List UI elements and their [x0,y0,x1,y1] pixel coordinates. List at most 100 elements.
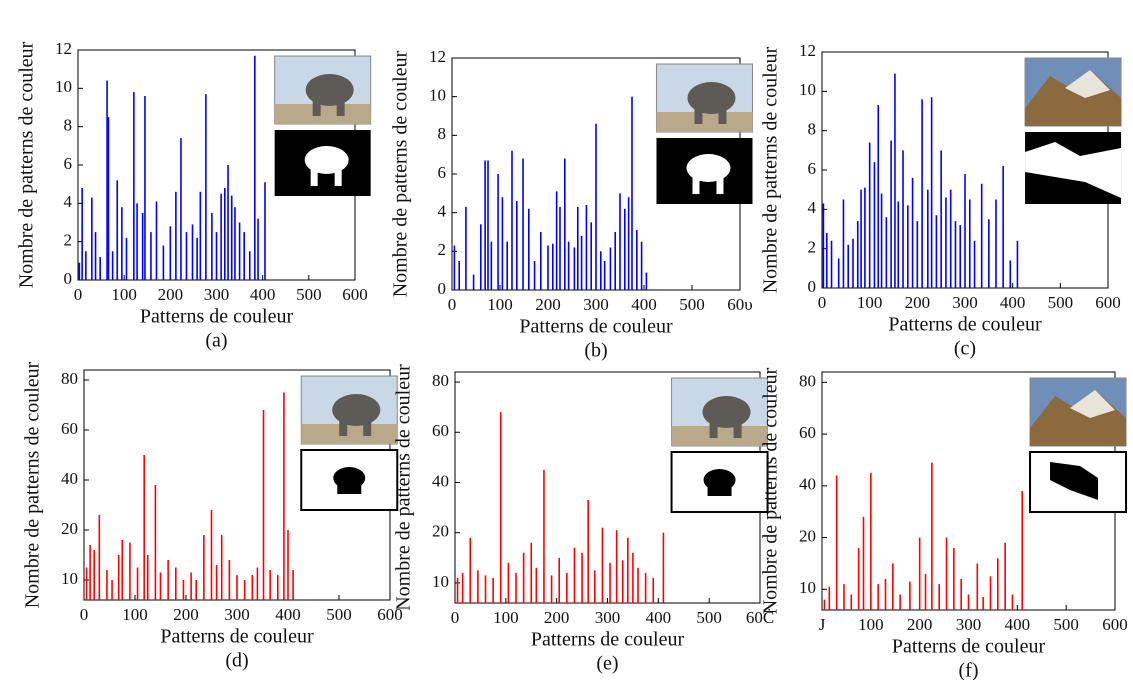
y-tick-label: 80 [432,371,449,390]
y-tick-label: 80 [799,371,816,390]
y-tick-label: 40 [432,471,449,490]
x-tick-label: 300 [224,605,250,624]
x-tick-label: 500 [1053,615,1079,634]
inset-photo [363,416,372,436]
x-tick-label: 200 [158,285,184,304]
x-axis-label: Patterns de couleur [892,636,1046,658]
y-tick-label: 20 [61,519,78,538]
y-tick-label: 20 [799,526,816,545]
x-tick-label: 400 [646,608,672,627]
x-tick-label: 600 [377,605,403,624]
inset-mask [334,166,342,186]
inset-photo [339,416,348,436]
caption: (d) [225,650,248,672]
caption: (b) [584,340,607,362]
y-axis-label: Nombre de patterns de couleur [16,41,38,288]
caption: (c) [954,338,976,360]
y-axis-label: Nombre de patterns de couleur [760,46,782,293]
inset-mask [716,174,724,194]
y-tick-label: 10 [799,80,816,99]
x-tick-label: 600 [1095,293,1121,312]
x-tick-label: 200 [535,295,561,314]
y-tick-label: 10 [61,569,78,588]
inset-photo [694,104,703,124]
y-axis-label: Nombre de patterns de couleur [393,364,415,611]
inset-mask [1050,462,1099,500]
x-tick-label: 100 [487,295,513,314]
y-tick-label: 2 [808,238,817,257]
y-tick-label: 10 [432,572,449,591]
y-tick-label: 10 [55,77,72,96]
x-tick-label: 200 [907,615,933,634]
inset-mask [1025,142,1122,198]
inset-photo [312,96,321,116]
caption: (e) [596,653,618,675]
inset-mask [337,480,362,494]
y-tick-label: 40 [61,469,78,488]
y-axis-label: Nombre de patterns de couleur [760,367,782,614]
y-tick-label: 8 [64,116,73,135]
x-tick-label: 500 [1048,293,1074,312]
y-tick-label: 4 [808,198,817,217]
x-tick-label: 200 [173,605,199,624]
x-tick-label: 300 [952,293,978,312]
x-tick-label: 400 [275,605,301,624]
x-tick-label: 300 [583,295,609,314]
x-tick-label: 500 [696,608,722,627]
inset-photo [1070,390,1116,418]
x-tick-label: 100 [122,605,148,624]
y-tick-label: 20 [432,522,449,541]
x-tick-label: 100 [493,608,519,627]
y-tick-label: 4 [64,192,73,211]
x-tick-label: 0 [74,285,83,304]
x-tick-label: 100 [111,285,137,304]
y-tick-label: 6 [64,154,73,173]
x-tick-label: 500 [326,605,352,624]
inset-mask [310,166,318,186]
x-tick-label: 60Ċ [746,608,774,627]
x-tick-label: 600 [1102,615,1128,634]
x-tick-label: 600 [342,285,368,304]
y-tick-label: 60 [432,421,449,440]
y-tick-label: 0 [64,269,73,288]
x-tick-label: 300 [204,285,230,304]
y-axis-label: Nombre de patterns de couleur [22,361,44,608]
inset-photo [671,426,768,446]
y-tick-label: 10 [429,86,446,105]
inset-photo [733,418,742,438]
inset-photo [709,418,718,438]
y-tick-label: 12 [55,39,72,58]
x-tick-label: 500 [679,295,705,314]
y-tick-label: 0 [438,279,447,298]
y-tick-label: 8 [808,120,817,139]
x-tick-label: 100 [858,615,884,634]
y-tick-label: 60 [799,423,816,442]
x-tick-label: 400 [250,285,276,304]
y-tick-label: 60 [61,419,78,438]
inset-photo [301,424,398,444]
x-tick-label: 300 [595,608,621,627]
y-tick-label: 6 [438,163,447,182]
x-tick-label: 400 [631,295,657,314]
y-tick-label: 12 [429,47,446,66]
y-tick-label: 6 [808,159,817,178]
y-axis-label: Nombre de patterns de couleur [390,50,412,297]
x-tick-label: 200 [905,293,931,312]
x-tick-label: 0 [448,295,457,314]
inset-photo [718,104,727,124]
x-tick-label: 400 [1000,293,1026,312]
y-tick-label: 8 [438,124,447,143]
x-tick-label: 200 [544,608,570,627]
y-tick-label: 2 [438,240,447,259]
x-tick-label: 0 [451,608,460,627]
x-tick-label: 100 [857,293,883,312]
x-tick-label: 0 [818,293,827,312]
inset-mask [707,482,732,496]
x-tick-label: 300 [956,615,982,634]
inset-photo [656,112,753,132]
x-axis-label: Patterns de couleur [531,629,685,651]
x-axis-label: Patterns de couleur [888,314,1042,336]
x-tick-label: 60υ [727,295,752,314]
